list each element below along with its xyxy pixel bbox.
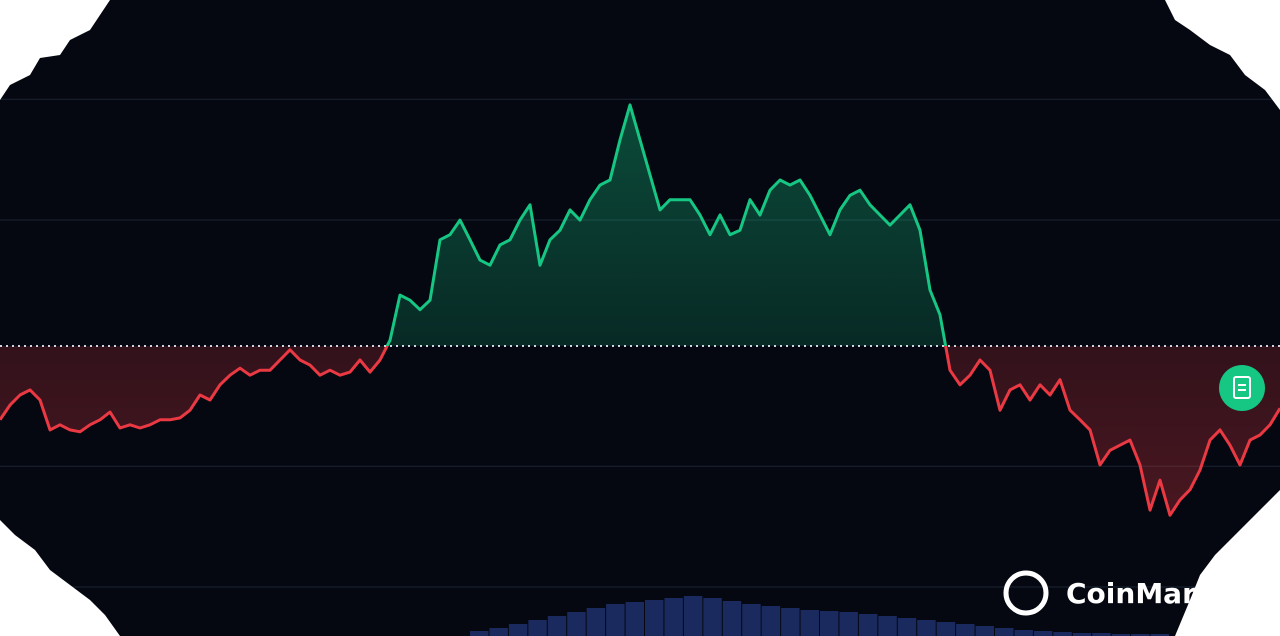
volume-bar bbox=[489, 628, 508, 636]
logo-text: CoinMarketCap bbox=[1066, 577, 1280, 610]
volume-bar bbox=[1033, 631, 1053, 636]
torn-edge bbox=[1165, 0, 1280, 110]
volume-bar bbox=[722, 601, 742, 636]
logo-mark bbox=[1003, 570, 1049, 616]
volume-bar bbox=[703, 598, 722, 636]
volume-bar bbox=[761, 606, 781, 636]
torn-edge bbox=[0, 520, 120, 636]
volume-bar bbox=[1014, 630, 1033, 636]
volume-bar bbox=[936, 622, 956, 636]
volume-bar bbox=[1131, 634, 1150, 636]
volume-bar bbox=[508, 624, 528, 636]
volume-bar bbox=[1053, 632, 1072, 636]
torn-edge bbox=[0, 0, 110, 100]
volume-bar bbox=[1092, 633, 1111, 636]
volume-bar bbox=[897, 618, 917, 636]
volume-bar bbox=[586, 608, 606, 636]
line-up bbox=[385, 103, 948, 346]
volume-bar bbox=[800, 610, 819, 636]
volume-bar bbox=[781, 608, 800, 636]
volume-bar bbox=[742, 604, 761, 636]
volume-bar bbox=[839, 612, 858, 636]
volume-bar bbox=[567, 612, 586, 636]
volume-bar bbox=[625, 602, 644, 636]
volume-bar bbox=[820, 611, 839, 636]
volume-bar bbox=[547, 616, 567, 636]
volume-bar bbox=[645, 600, 664, 636]
volume-bar bbox=[1111, 634, 1131, 636]
volume-bar bbox=[975, 626, 994, 636]
volume-bar bbox=[956, 624, 975, 636]
volume-bar bbox=[470, 631, 489, 636]
volume-bar bbox=[664, 598, 683, 636]
volume-bar bbox=[1150, 634, 1169, 636]
volume-bar bbox=[917, 620, 936, 636]
volume-bar bbox=[606, 604, 625, 636]
torn-edge bbox=[1175, 490, 1280, 636]
volume-bar bbox=[995, 628, 1014, 636]
volume-bar bbox=[683, 596, 703, 636]
volume-bar bbox=[528, 620, 547, 636]
logo: CoinMarketCap bbox=[1003, 570, 1280, 616]
volume-bar bbox=[858, 614, 878, 636]
volume-bar bbox=[1072, 633, 1092, 636]
volume-bar bbox=[878, 616, 897, 636]
area-up bbox=[0, 104, 1280, 346]
area-down bbox=[0, 345, 1280, 516]
doc-button[interactable] bbox=[1219, 365, 1265, 411]
doc-icon bbox=[1233, 376, 1251, 399]
line-down bbox=[0, 345, 1280, 517]
